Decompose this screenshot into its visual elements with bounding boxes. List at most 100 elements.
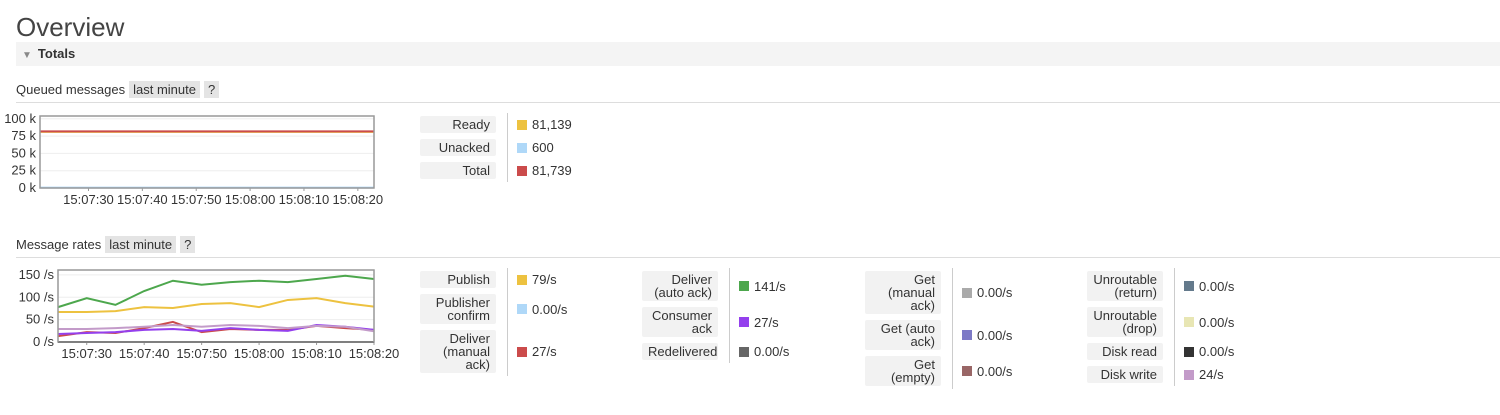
legend-label[interactable]: Unacked [420,139,496,156]
x-tick-label: 15:08:10 [291,346,342,361]
legend-rate: 0.00/s [977,327,1013,343]
legend-swatch [517,304,527,314]
x-tick-label: 15:08:00 [234,346,285,361]
legend-swatch [1184,369,1194,380]
legend-swatch [739,346,749,357]
legend-rate: 81,139 [532,117,572,132]
range-button[interactable]: last minute [105,236,177,253]
legend-item: Total 81,739 [420,159,587,182]
legend-item: Disk write 24/s [1087,363,1254,386]
legend-rate: 141/s [754,278,786,294]
legend-value: 81,139 [507,113,587,136]
legend-swatch [1184,346,1194,357]
x-tick-label: 15:08:00 [225,192,276,207]
legend-swatch [517,142,527,153]
legend-swatch [1184,317,1194,327]
x-tick-label: 15:07:40 [119,346,170,361]
legend-swatch [962,366,972,376]
legend-column: Unroutable (return) 0.00/s Unroutable (dro… [1087,268,1254,386]
series-line [57,274,375,309]
legend-swatch [739,281,749,291]
page-title: Overview [16,12,125,42]
y-tick-label: 50 /s [26,312,55,327]
legend-value: 600 [507,136,587,159]
legend-label[interactable]: Redelivered [642,343,718,360]
legend-value: 24/s [1174,363,1254,386]
legend-swatch [517,165,527,176]
legend-rate: 81,739 [532,163,572,178]
legend-column: Deliver (auto ack) 141/s Consumer ack 27/s R… [642,268,809,363]
legend-rate: 27/s [754,314,779,330]
legend-rate: 0.00/s [977,363,1013,379]
legend-rate: 79/s [532,272,557,287]
help-button[interactable]: ? [204,81,220,98]
legend-label[interactable]: Total [420,162,496,179]
chart: 0 /s 50 /s 100 /s 150 /s 15:07:30 15:07:40 15:… [19,267,400,361]
section-bar[interactable]: ▼ Totals [16,42,1500,66]
legend-value: 27/s [507,327,587,376]
legend-label[interactable]: Get (empty) [865,356,941,386]
legend-swatch [517,346,527,357]
legend-value: 0.00/s [1174,268,1254,304]
legend-rate: 0.00/s [1199,314,1235,330]
legend-label[interactable]: Get (auto ack) [865,320,941,350]
chart-header: Queued messages last minute? [16,80,1500,103]
legend-rate: 600 [532,140,554,155]
legend-label[interactable]: Unroutable (return) [1087,271,1163,301]
legend-item: Disk read 0.00/s [1087,340,1254,363]
legend-value: 141/s [729,268,809,304]
legend-item: Unroutable (drop) 0.00/s [1087,304,1254,340]
legend-rate: 0.00/s [1199,278,1235,294]
x-tick-label: 15:07:50 [171,192,222,207]
y-tick-label: 25 k [11,163,36,178]
legend-item: Unroutable (return) 0.00/s [1087,268,1254,304]
legend-item: Publisher confirm 0.00/s [420,291,587,327]
legend-label[interactable]: Get (manual ack) [865,271,941,314]
legend-value: 0.00/s [1174,304,1254,340]
x-tick-label: 15:07:30 [61,346,112,361]
x-tick-label: 15:07:30 [63,192,114,207]
legend-value: 0.00/s [952,353,1032,389]
chart-header: Message rates last minute? [16,235,1500,258]
y-tick-label: 100 /s [19,289,55,304]
legend-rate: 24/s [1199,367,1224,382]
legend-swatch [1184,281,1194,291]
legend-swatch [962,330,972,340]
legend-label[interactable]: Publish [420,271,496,288]
x-tick-label: 15:08:20 [333,192,384,207]
x-tick-label: 15:08:10 [279,192,330,207]
range-button[interactable]: last minute [129,81,200,98]
legend-value: 0.00/s [729,340,809,363]
legend-value: 79/s [507,268,587,291]
legend-label[interactable]: Consumer ack [642,307,718,337]
legend-value: 27/s [729,304,809,340]
legend-swatch [739,317,749,327]
legend-item: Ready 81,139 [420,113,587,136]
legend-label[interactable]: Publisher confirm [420,294,496,324]
legend-rate: 0.00/s [532,301,568,317]
legend-label[interactable]: Unroutable (drop) [1087,307,1163,337]
legend-rate: 0.00/s [754,344,790,359]
series-line [58,297,375,314]
legend-rate: 27/s [532,344,557,359]
collapse-icon: ▼ [22,50,32,61]
legend-label[interactable]: Deliver (manual ack) [420,330,496,373]
legend-label[interactable]: Disk write [1087,366,1163,383]
legend-label[interactable]: Disk read [1087,343,1163,360]
legend-value: 81,739 [507,159,587,182]
x-tick-label: 15:08:20 [349,346,400,361]
legend-label[interactable]: Deliver (auto ack) [642,271,718,301]
legend-column: Ready 81,139 Unacked 600 Total 81,739 [420,113,587,182]
help-button[interactable]: ? [180,236,196,253]
chart-title: Message rates [16,237,102,252]
legend-label[interactable]: Ready [420,116,496,133]
legend-item: Unacked 600 [420,136,587,159]
legend-value: 0.00/s [1174,340,1254,363]
legend-item: Deliver (auto ack) 141/s [642,268,809,304]
legend-swatch [962,287,972,298]
x-tick-label: 15:07:50 [176,346,227,361]
legend-item: Redelivered 0.00/s [642,340,809,363]
legend-item: Get (manual ack) 0.00/s [865,268,1032,317]
